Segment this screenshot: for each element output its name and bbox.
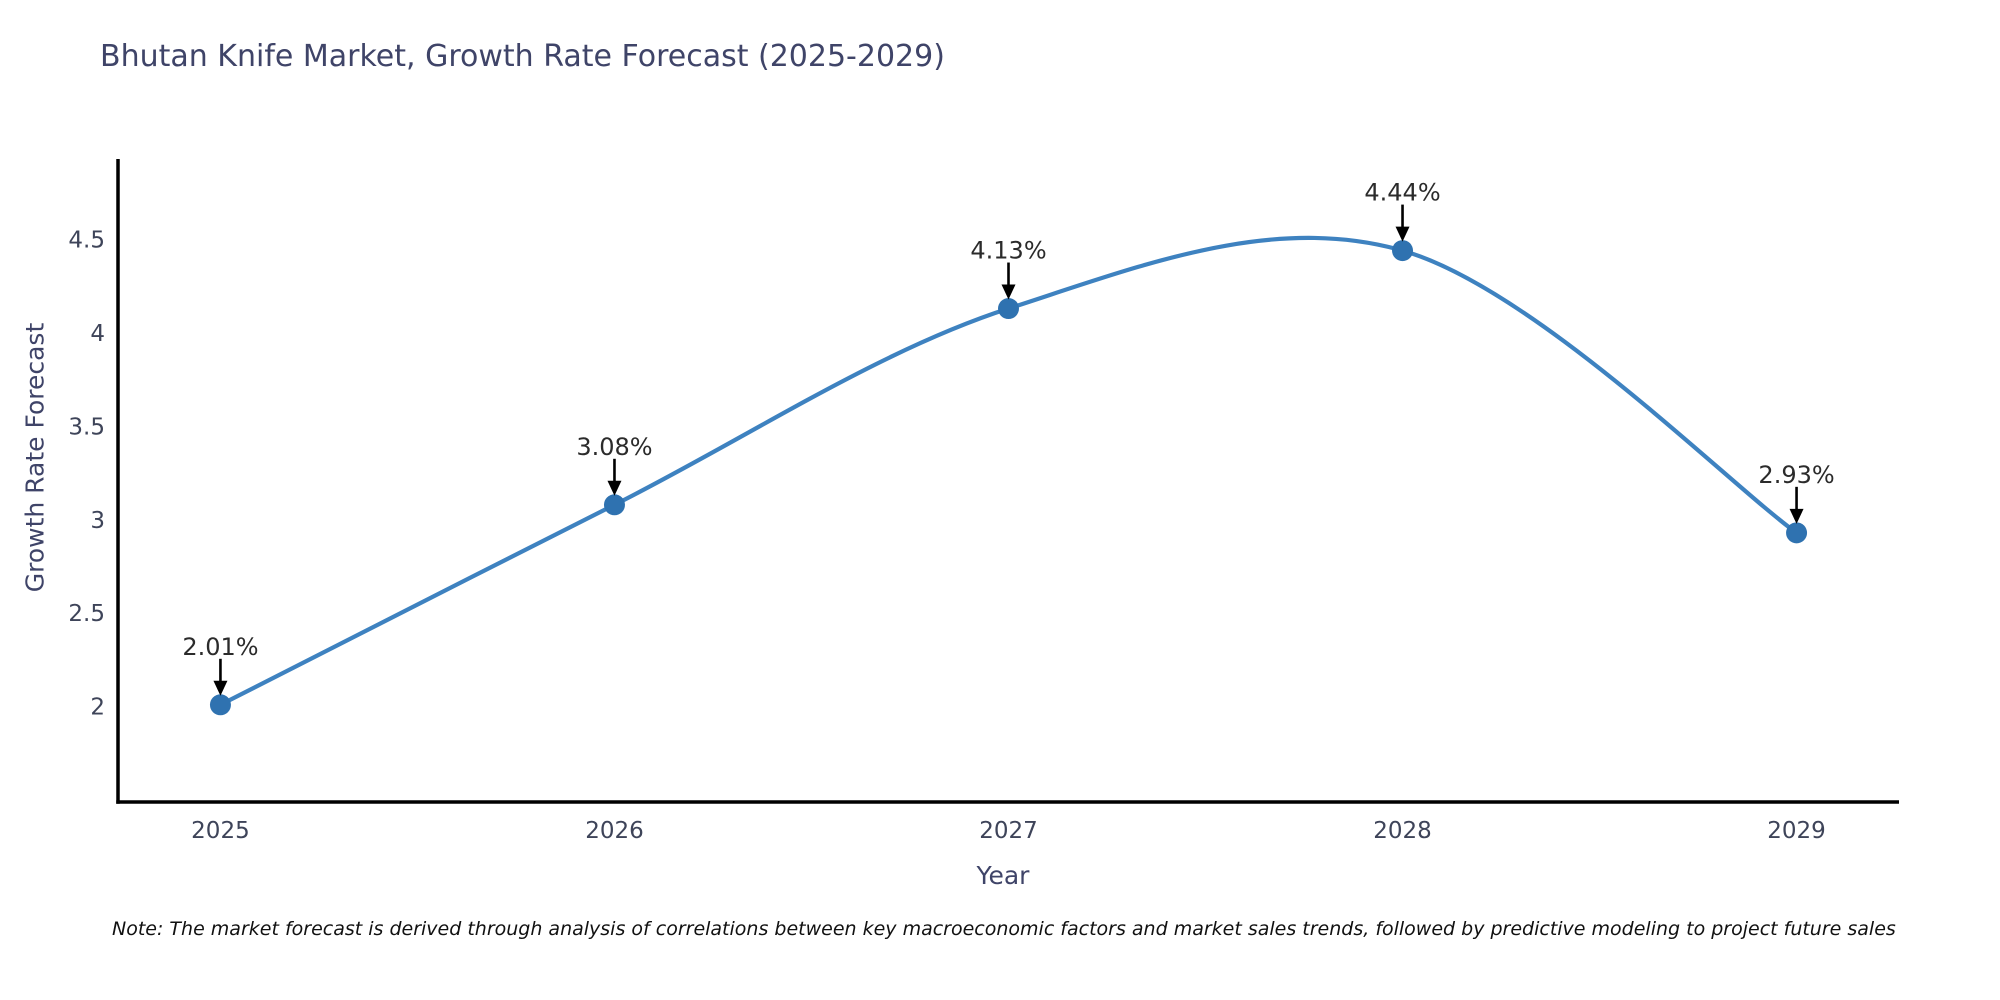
data-point-2027: [998, 298, 1019, 320]
data-point-label: 3.08%: [576, 433, 652, 461]
annotation-arrow-head: [1789, 508, 1804, 524]
data-point-label: 4.44%: [1364, 179, 1440, 207]
y-tick-label: 2: [90, 695, 105, 721]
x-tick-label: 2029: [1767, 818, 1826, 844]
y-tick-label: 4: [90, 321, 105, 347]
x-tick-label: 2026: [585, 818, 644, 844]
data-point-2029: [1786, 522, 1808, 544]
x-axis-title: Year: [976, 861, 1030, 890]
data-point-2028: [1392, 240, 1414, 262]
footnote: Note: The market forecast is derived thr…: [112, 918, 1896, 940]
y-axis-title: Growth Rate Forecast: [20, 322, 50, 593]
x-tick-label: 2025: [191, 818, 250, 844]
y-tick-label: 2.5: [68, 601, 105, 627]
x-tick-label: 2027: [979, 818, 1038, 844]
x-tick-label: 2028: [1373, 818, 1432, 844]
annotation-arrow-head: [213, 680, 228, 696]
data-point-2025: [209, 694, 231, 716]
y-tick-label: 3: [90, 508, 105, 534]
chart-title: Bhutan Knife Market, Growth Rate Forecas…: [100, 39, 945, 74]
annotation-arrow-head: [1001, 284, 1016, 300]
y-tick-label: 3.5: [68, 414, 105, 440]
data-point-label: 4.13%: [970, 237, 1046, 265]
data-point-2026: [603, 494, 625, 516]
annotation-arrow-head: [1395, 226, 1410, 242]
annotation-arrow-head: [607, 480, 622, 496]
data-point-label: 2.01%: [182, 633, 258, 661]
y-tick-label: 4.5: [68, 227, 105, 253]
data-point-label: 2.93%: [1758, 461, 1834, 489]
